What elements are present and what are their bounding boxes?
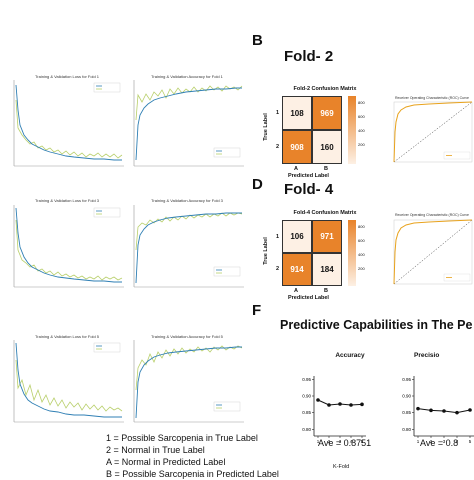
cm2-xlabel: Predicted Label: [288, 173, 329, 179]
acc-title-fold1: Training & Validation Accuracy for Fold …: [151, 74, 223, 79]
panel-b-letter: B: [252, 32, 263, 49]
legend-line-2: 2 = Normal in True Label: [106, 445, 205, 455]
data-point: [327, 403, 331, 407]
cm4-ylabel: True Label: [263, 237, 269, 265]
roc2-chart: [393, 101, 473, 163]
cm4-row1: 1: [276, 234, 280, 240]
roc2-title: Receiver Operating Characteristic (ROC) …: [395, 96, 469, 100]
x-tick-label: 3: [443, 439, 446, 444]
data-point: [468, 408, 472, 412]
acc-title-fold3: Training & Validation Accuracy for Fold …: [151, 198, 223, 203]
panel-d-letter: D: [252, 176, 263, 193]
data-point: [338, 402, 342, 406]
cm4-title: Fold-4 Confusion Matrix: [293, 210, 357, 216]
data-point: [442, 409, 446, 413]
legend-line-1: 1 = Possible Sarcopenia in True Label: [106, 433, 258, 443]
cm2-colorbar: [348, 96, 356, 164]
legend-line-4: B = Possible Sarcopenia in Predicted Lab…: [106, 469, 279, 479]
data-point: [360, 402, 364, 407]
roc4-chart: [393, 219, 473, 285]
predictive-title: Predictive Capabilities in The Pe: [280, 318, 473, 332]
fold4-heading: Fold- 4: [284, 181, 334, 198]
loss-chart-fold3: [13, 205, 124, 288]
y-tick-label: 0.80: [302, 427, 311, 432]
loss-chart-fold5: [13, 340, 124, 423]
x-tick-label: 5: [361, 439, 364, 444]
y-tick-label: 0.85: [402, 410, 411, 415]
y-tick-label: 0.95: [402, 377, 411, 382]
data-point: [349, 403, 353, 407]
accuracy-xlabel: K-Fold: [333, 464, 350, 470]
x-tick-label: 1: [417, 439, 420, 444]
cm2-cell-2B: 160: [312, 130, 342, 164]
precision-title: Precisio: [414, 352, 440, 359]
x-tick-label: 1: [317, 439, 320, 444]
precision-ave: Ave = 0.8: [420, 438, 459, 448]
legend-line-3: A = Normal in Predicted Label: [106, 457, 226, 467]
cm4-xlabel: Predicted Label: [288, 295, 329, 301]
cm2-ylabel: True Label: [263, 113, 269, 141]
y-tick-label: 0.90: [402, 394, 411, 399]
cm2-scale: 800 600 400 200: [358, 100, 365, 147]
acc-chart-fold5: [133, 340, 244, 423]
cm2-cell-2A: 908: [282, 130, 312, 164]
label-legend: 1 = Possible Sarcopenia in True Label 2 …: [106, 432, 279, 480]
x-tick-label: 3: [339, 439, 342, 444]
cm4-row2: 2: [276, 266, 280, 272]
loss-title-fold3: Training & Validation Loss for Fold 3: [34, 198, 100, 203]
data-point: [429, 408, 433, 413]
x-tick-label: 5: [469, 439, 472, 444]
cm2-colB: B: [324, 166, 328, 172]
acc-chart-fold1: [133, 80, 244, 167]
data-point: [316, 398, 320, 402]
cm4-cell-1B: 971: [312, 220, 342, 253]
y-tick-label: 0.85: [302, 410, 311, 415]
train-loss-line: [15, 84, 122, 161]
cm2-row1: 1: [276, 110, 280, 116]
loss-title-fold1: Training & Validation Loss for Fold 1: [34, 74, 100, 79]
loss-chart-fold1: [13, 80, 124, 167]
accuracy-title: Accuracy: [335, 352, 365, 359]
x-tick-label: 2: [328, 439, 331, 444]
cm2-row2: 2: [276, 144, 280, 150]
train-acc-line: [135, 87, 242, 161]
x-tick-label: 4: [456, 439, 459, 444]
cm2-title: Fold-2 Confusion Matrix: [293, 86, 357, 92]
val-loss-line: [15, 99, 123, 159]
acc-chart-fold3: [133, 205, 244, 288]
loss-title-fold5: Training & Validation Loss for Fold 5: [34, 334, 100, 339]
cm4-scale: 800 600 400 200: [358, 224, 365, 271]
kfold-charts: 0.95 0.90 0.85 0.80 1 2 3 4 5 0.95 0.90 0.85 0.80 1 2 3…: [302, 376, 474, 444]
data-point: [416, 406, 420, 411]
x-tick-label: 2: [430, 439, 433, 444]
y-tick-label: 0.80: [402, 427, 411, 432]
x-tick-label: 4: [350, 439, 353, 444]
cm2-cell-1B: 969: [312, 96, 342, 130]
cm4-colorbar: [348, 220, 356, 286]
panel-f-letter: F: [252, 302, 262, 319]
accuracy-ave: Ave = 0.8751: [318, 438, 372, 448]
cm4-cell-2A: 914: [282, 253, 312, 286]
y-tick-label: 0.95: [302, 377, 311, 382]
data-point: [455, 410, 459, 415]
cm4-cell-2B: 184: [312, 253, 342, 286]
cm2-cell-1A: 108: [282, 96, 312, 130]
cm4-cell-1A: 106: [282, 220, 312, 253]
fold2-heading: Fold- 2: [284, 48, 334, 65]
cm2-colA: A: [294, 166, 298, 172]
val-acc-line: [135, 85, 243, 121]
cm4-colB: B: [324, 288, 328, 294]
y-tick-label: 0.90: [302, 394, 311, 399]
roc4-title: Receiver Operating Characteristic (ROC) …: [395, 213, 469, 217]
cm4-colA: A: [294, 288, 298, 294]
acc-title-fold5: Training & Validation Accuracy for Fold …: [151, 334, 223, 339]
